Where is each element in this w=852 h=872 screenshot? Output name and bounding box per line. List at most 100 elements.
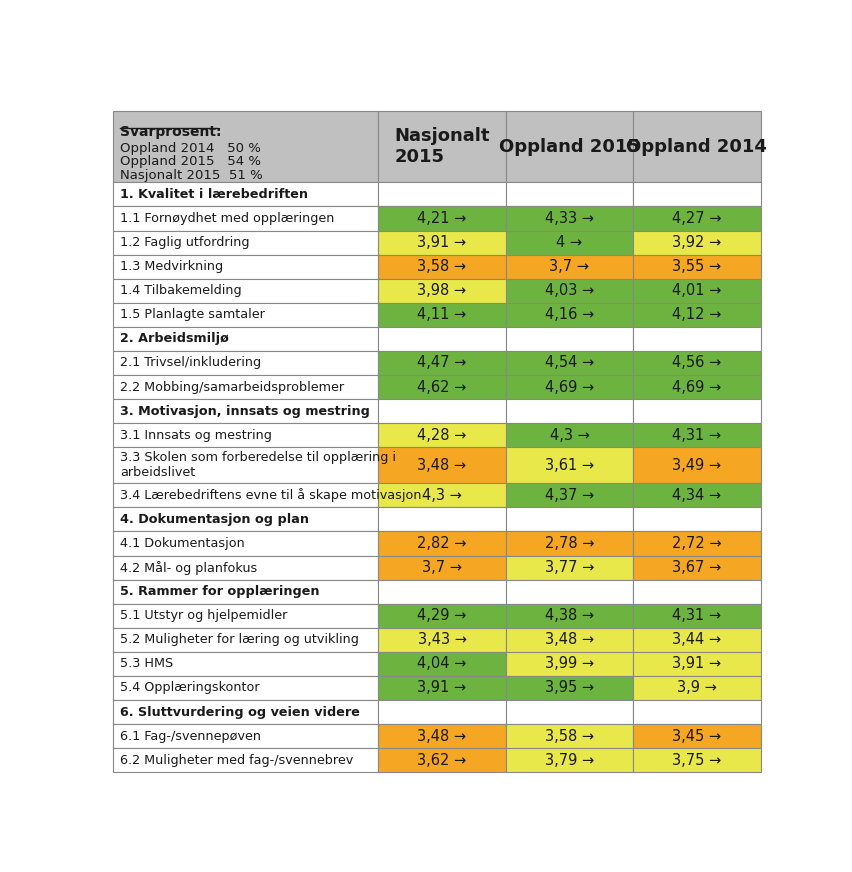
- Text: Oppland 2014: Oppland 2014: [626, 138, 768, 155]
- Text: 3,48 →: 3,48 →: [417, 458, 467, 473]
- Text: 4,29 →: 4,29 →: [417, 609, 467, 623]
- Bar: [378, 748, 506, 773]
- Bar: [112, 399, 378, 423]
- Text: 2,82 →: 2,82 →: [417, 536, 467, 551]
- Text: 2. Arbeidsmiljø: 2. Arbeidsmiljø: [120, 332, 229, 345]
- Text: 4,03 →: 4,03 →: [544, 283, 594, 298]
- Bar: [633, 580, 761, 603]
- Bar: [378, 603, 506, 628]
- Text: 4,12 →: 4,12 →: [672, 307, 722, 323]
- Text: 4,37 →: 4,37 →: [544, 487, 594, 503]
- Text: 4,04 →: 4,04 →: [417, 657, 467, 671]
- Text: 5.3 HMS: 5.3 HMS: [120, 657, 174, 671]
- Text: 3,9 →: 3,9 →: [677, 680, 717, 696]
- Bar: [506, 532, 633, 555]
- Bar: [112, 351, 378, 375]
- Bar: [378, 447, 506, 483]
- Text: 4,28 →: 4,28 →: [417, 427, 467, 443]
- Bar: [112, 603, 378, 628]
- Bar: [633, 724, 761, 748]
- Bar: [378, 652, 506, 676]
- Text: 4,38 →: 4,38 →: [545, 609, 594, 623]
- Text: 3,48 →: 3,48 →: [417, 729, 467, 744]
- Text: 4,54 →: 4,54 →: [544, 356, 594, 371]
- Bar: [633, 483, 761, 508]
- Text: 4 →: 4 →: [556, 235, 583, 250]
- Bar: [506, 676, 633, 700]
- Text: 5.2 Muligheter for læring og utvikling: 5.2 Muligheter for læring og utvikling: [120, 633, 360, 646]
- Text: 4,31 →: 4,31 →: [672, 609, 722, 623]
- Bar: [506, 207, 633, 230]
- Bar: [378, 207, 506, 230]
- Bar: [112, 652, 378, 676]
- Bar: [633, 351, 761, 375]
- Text: 3,77 →: 3,77 →: [544, 560, 594, 576]
- Bar: [633, 255, 761, 279]
- Text: Oppland 2014   50 %: Oppland 2014 50 %: [120, 141, 262, 154]
- Bar: [633, 207, 761, 230]
- Text: 3,91 →: 3,91 →: [672, 657, 722, 671]
- Bar: [506, 230, 633, 255]
- Text: 2,78 →: 2,78 →: [544, 536, 594, 551]
- Bar: [112, 700, 378, 724]
- Bar: [378, 724, 506, 748]
- Bar: [633, 628, 761, 652]
- Text: 3,44 →: 3,44 →: [672, 632, 722, 647]
- Text: 3,61 →: 3,61 →: [545, 458, 594, 473]
- Text: 3.4 Lærebedriftens evne til å skape motivasjon: 3.4 Lærebedriftens evne til å skape moti…: [120, 488, 422, 502]
- Bar: [506, 700, 633, 724]
- Text: 3,48 →: 3,48 →: [545, 632, 594, 647]
- Bar: [378, 628, 506, 652]
- Text: 5. Rammer for opplæringen: 5. Rammer for opplæringen: [120, 585, 320, 598]
- Text: Nasjonalt 2015  51 %: Nasjonalt 2015 51 %: [120, 169, 263, 182]
- Text: 3,7 →: 3,7 →: [422, 560, 462, 576]
- Text: 3,95 →: 3,95 →: [545, 680, 594, 696]
- Text: 3.3 Skolen som forberedelse til opplæring i
arbeidslivet: 3.3 Skolen som forberedelse til opplærin…: [120, 452, 396, 480]
- Bar: [112, 676, 378, 700]
- Bar: [633, 532, 761, 555]
- Bar: [378, 532, 506, 555]
- Bar: [378, 351, 506, 375]
- Text: 1.1 Fornøydhet med opplæringen: 1.1 Fornøydhet med opplæringen: [120, 212, 335, 225]
- Text: 3,43 →: 3,43 →: [417, 632, 467, 647]
- Bar: [633, 279, 761, 303]
- Bar: [378, 375, 506, 399]
- Bar: [112, 327, 378, 351]
- Bar: [378, 555, 506, 580]
- Bar: [112, 447, 378, 483]
- Text: 1.5 Planlagte samtaler: 1.5 Planlagte samtaler: [120, 309, 265, 321]
- Bar: [112, 255, 378, 279]
- Bar: [112, 748, 378, 773]
- Text: 4,3 →: 4,3 →: [422, 487, 462, 503]
- Bar: [112, 182, 378, 207]
- Text: 4,01 →: 4,01 →: [672, 283, 722, 298]
- Bar: [506, 447, 633, 483]
- Bar: [506, 111, 633, 182]
- Bar: [633, 303, 761, 327]
- Bar: [112, 230, 378, 255]
- Text: 3,75 →: 3,75 →: [672, 753, 722, 767]
- Bar: [506, 255, 633, 279]
- Bar: [633, 676, 761, 700]
- Bar: [112, 483, 378, 508]
- Bar: [633, 555, 761, 580]
- Text: 1.2 Faglig utfordring: 1.2 Faglig utfordring: [120, 236, 250, 249]
- Text: 3,99 →: 3,99 →: [545, 657, 594, 671]
- Bar: [633, 700, 761, 724]
- Text: 4,21 →: 4,21 →: [417, 211, 467, 226]
- Bar: [378, 230, 506, 255]
- Bar: [112, 207, 378, 230]
- Text: 4,31 →: 4,31 →: [672, 427, 722, 443]
- Text: 3. Motivasjon, innsats og mestring: 3. Motivasjon, innsats og mestring: [120, 405, 371, 418]
- Bar: [112, 628, 378, 652]
- Text: 4,47 →: 4,47 →: [417, 356, 467, 371]
- Text: 1.3 Medvirkning: 1.3 Medvirkning: [120, 260, 223, 273]
- Bar: [506, 375, 633, 399]
- Text: Oppland 2015   54 %: Oppland 2015 54 %: [120, 155, 262, 168]
- Text: 3,67 →: 3,67 →: [672, 560, 722, 576]
- Bar: [633, 652, 761, 676]
- Text: Svarprosent:: Svarprosent:: [120, 125, 222, 139]
- Text: 4,33 →: 4,33 →: [545, 211, 594, 226]
- Text: 5.1 Utstyr og hjelpemidler: 5.1 Utstyr og hjelpemidler: [120, 610, 288, 623]
- Text: 4.2 Mål- og planfokus: 4.2 Mål- og planfokus: [120, 561, 257, 575]
